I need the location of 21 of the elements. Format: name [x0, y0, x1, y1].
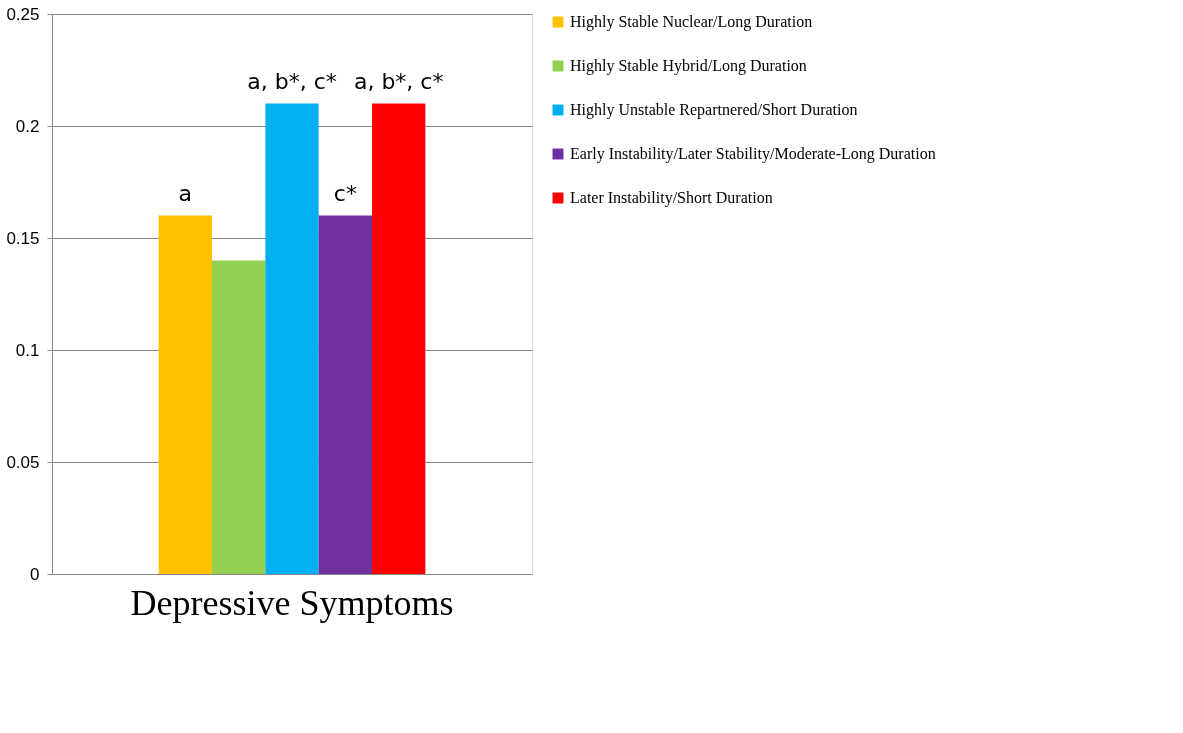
legend-label: Early Instability/Later Stability/Moderate-Long Duration: [570, 145, 936, 163]
y-tick-label: 0: [30, 564, 40, 584]
x-tick-label: Depressive Symptoms: [130, 582, 454, 623]
bar: [372, 103, 426, 574]
y-tick-label: 0.25: [6, 4, 40, 24]
data-label: c*: [333, 180, 357, 206]
data-label: a: [178, 180, 193, 206]
bar: [318, 215, 372, 574]
legend-label: Highly Unstable Repartnered/Short Duration: [570, 101, 858, 119]
y-tick-label: 0.15: [6, 228, 40, 248]
legend-label: Later Instability/Short Duration: [570, 189, 773, 207]
bar: [265, 103, 319, 574]
bar: [158, 215, 212, 574]
data-label: a, b*, c*: [353, 68, 444, 94]
legend-label: Highly Stable Hybrid/Long Duration: [570, 57, 807, 75]
y-tick-label: 0.1: [15, 340, 40, 360]
y-tick-label: 0.05: [6, 452, 40, 472]
data-label: a, b*, c*: [247, 68, 337, 94]
y-tick-label: 0.2: [15, 116, 40, 136]
bar: [212, 260, 266, 574]
legend-label: Highly Stable Nuclear/Long Duration: [570, 13, 813, 31]
